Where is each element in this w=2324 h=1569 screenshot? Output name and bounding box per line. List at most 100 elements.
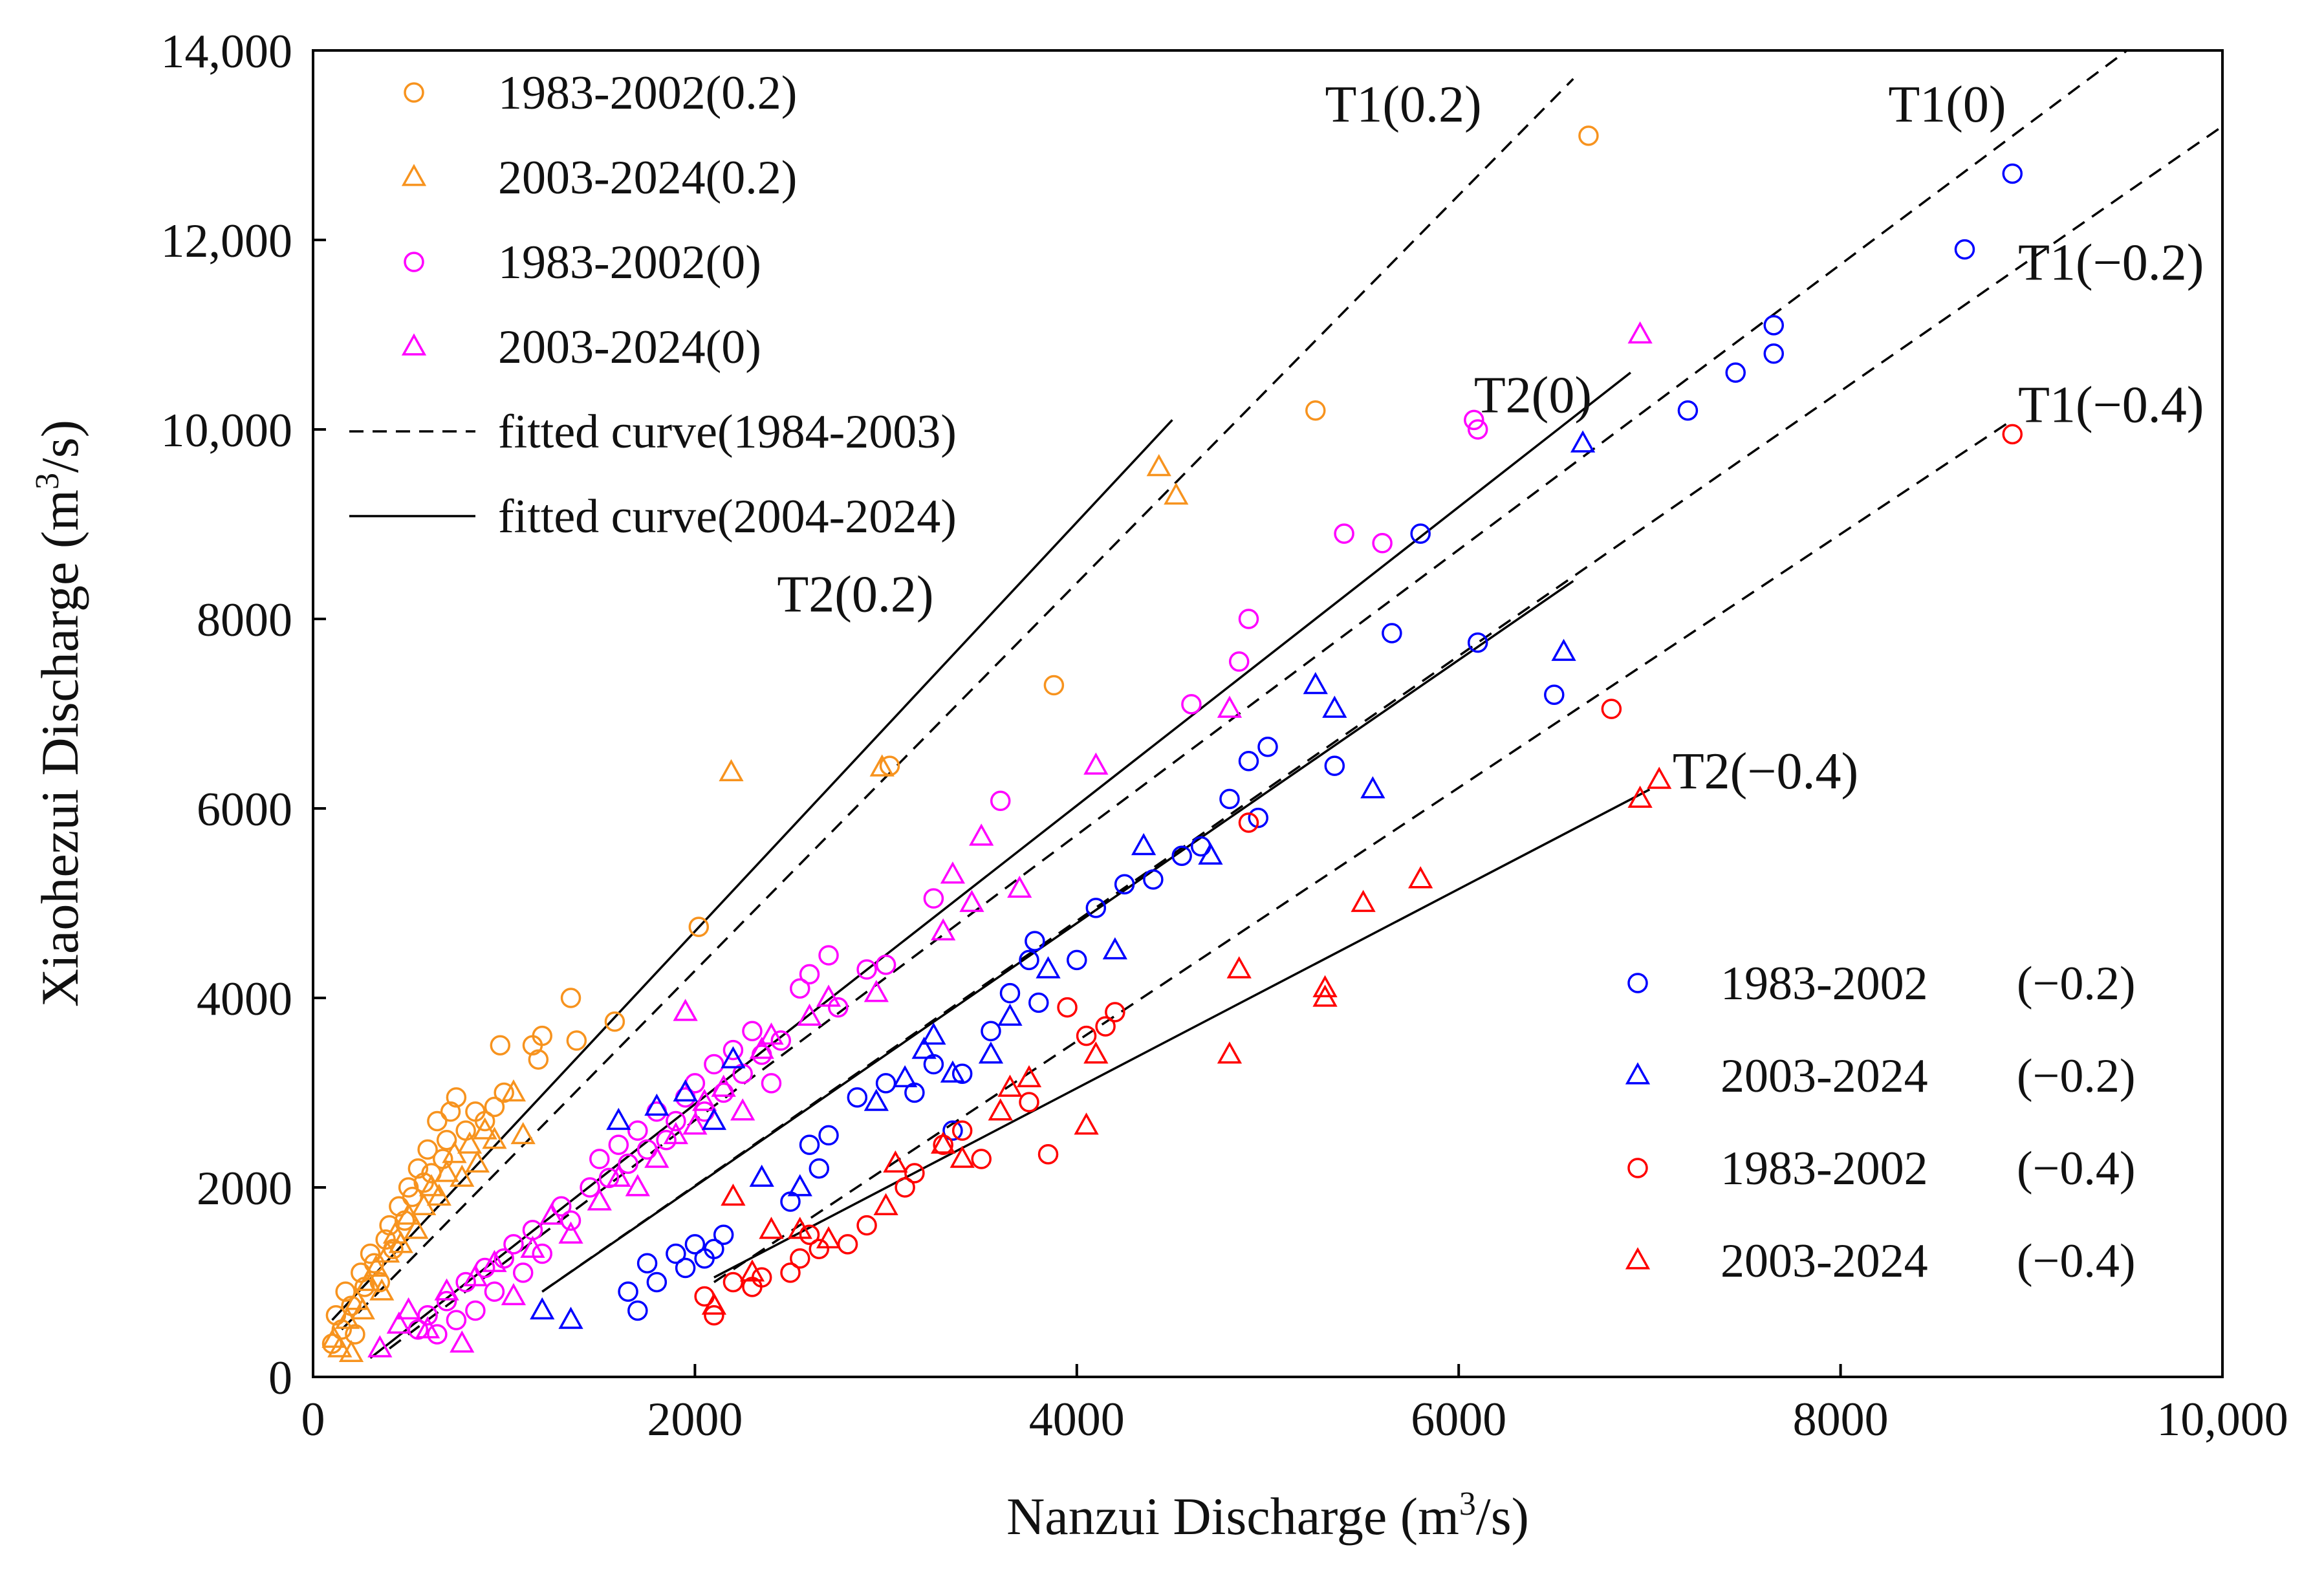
legend-marker-circle	[404, 252, 424, 272]
line-annotation: T2(0.2)	[777, 566, 933, 623]
data-point-series-3	[682, 1112, 708, 1135]
data-point-series-2	[1228, 651, 1250, 672]
data-point-series-5	[1551, 638, 1576, 661]
data-point-series-5	[530, 1297, 555, 1320]
data-point-series-0	[566, 1030, 587, 1051]
data-point-series-3	[367, 1335, 393, 1358]
data-point-series-2	[856, 959, 877, 980]
data-point-series-5	[644, 1093, 669, 1116]
data-point-series-2	[790, 978, 810, 999]
data-point-series-4	[1324, 755, 1345, 776]
data-point-series-4	[713, 1224, 734, 1245]
data-point-series-2	[512, 1262, 534, 1283]
data-point-series-4	[818, 1125, 839, 1146]
plot-frame	[312, 49, 2224, 1378]
data-point-series-7	[931, 1131, 956, 1154]
legend-label: 2003-2024(0)	[498, 321, 761, 374]
data-point-series-6	[722, 1271, 744, 1293]
data-point-series-0	[427, 1110, 448, 1132]
data-point-series-5	[749, 1164, 774, 1187]
data-point-series-3	[606, 1164, 631, 1187]
data-point-series-3	[969, 823, 994, 846]
data-point-series-3	[797, 1003, 822, 1026]
data-point-series-4	[951, 1063, 973, 1084]
data-point-series-0	[528, 1049, 549, 1070]
y-tick-label: 2000	[197, 1162, 292, 1215]
data-point-series-4	[1085, 898, 1107, 918]
data-point-series-2	[1181, 694, 1202, 715]
fitted-line-0	[341, 78, 1574, 1330]
data-point-series-6	[1238, 812, 1259, 833]
legend-label: 1983-2002(0)	[498, 236, 761, 289]
x-tick-label: 0	[301, 1393, 325, 1446]
data-point-series-4	[646, 1271, 668, 1293]
x-axis-label: Nanzui Discharge (m3/s)	[1006, 1486, 1529, 1546]
y-tick-label: 10,000	[161, 404, 293, 457]
legend-label: fitted curve(1984-2003)	[498, 406, 957, 459]
data-point-series-0	[417, 1139, 438, 1160]
data-point-series-1	[482, 1127, 507, 1149]
data-point-series-4	[2002, 163, 2023, 184]
y-tick-label: 14,000	[161, 25, 293, 78]
data-point-series-2	[618, 1153, 638, 1174]
data-point-series-3	[386, 1311, 411, 1334]
data-point-series-0	[402, 1186, 423, 1207]
data-point-series-0	[446, 1087, 467, 1108]
data-point-series-0	[369, 1271, 391, 1293]
legend-suffix: (−0.2)	[2017, 1050, 2136, 1103]
axis-ticks: 0 2000 4000 6000 8000 10,000 0 2000 4000 6000 8000…	[161, 25, 2288, 1446]
fitted-line-5	[541, 579, 1574, 1293]
data-point-series-3	[644, 1145, 669, 1168]
data-point-series-1	[364, 1254, 389, 1277]
data-point-series-7	[1217, 1041, 1243, 1064]
legend-label: 1983-2002	[1721, 957, 1928, 1010]
x-tick-label: 10,000	[2156, 1393, 2288, 1446]
data-point-series-5	[1036, 956, 1061, 979]
data-point-series-0	[364, 1253, 385, 1273]
data-point-series-7	[883, 1150, 908, 1173]
data-point-series-4	[942, 1120, 963, 1141]
data-point-series-2	[598, 1167, 620, 1189]
data-point-series-2	[770, 1030, 791, 1051]
data-point-series-3	[415, 1316, 440, 1339]
legend-label: 2003-2024	[1721, 1050, 1928, 1103]
data-point-series-6	[1057, 997, 1078, 1018]
data-point-series-2	[446, 1310, 467, 1330]
legend-marker-circle	[1627, 973, 1648, 993]
data-points	[321, 125, 2023, 1363]
data-point-series-3	[959, 889, 984, 913]
line-annotation: T1(0)	[1888, 76, 2006, 133]
data-point-series-2	[828, 997, 849, 1018]
data-point-series-1	[1164, 482, 1189, 505]
data-point-series-0	[474, 1110, 495, 1132]
legend-marker-triangle	[1625, 1247, 1651, 1270]
data-point-series-6	[951, 1120, 973, 1141]
data-point-series-4	[981, 1021, 1001, 1042]
data-point-series-1	[501, 1079, 527, 1102]
data-point-series-3	[759, 1023, 784, 1045]
data-point-series-5	[940, 1060, 966, 1083]
data-point-series-7	[701, 1292, 727, 1315]
line-annotation: T1(0.2)	[1325, 76, 1482, 133]
data-point-series-1	[338, 1339, 364, 1363]
data-point-series-6	[1095, 1016, 1116, 1037]
data-point-series-3	[663, 1121, 689, 1145]
data-point-series-2	[1467, 419, 1488, 440]
data-point-series-4	[847, 1087, 868, 1108]
data-point-series-2	[1464, 409, 1484, 431]
data-point-series-0	[398, 1177, 419, 1198]
data-point-series-4	[704, 1239, 724, 1259]
line-annotation: T1(−0.4)	[2018, 376, 2204, 433]
line-annotations: T1(0.2) T2(0.2) T1(0) T2(0) T1(−0.2) T1(−0.4)…	[777, 76, 2204, 800]
data-point-series-7	[721, 1184, 746, 1206]
fitted-line-3	[369, 371, 1631, 1359]
data-point-series-4	[1410, 523, 1431, 544]
data-point-series-4	[799, 1134, 820, 1155]
legend-label: 2003-2024	[1721, 1235, 1928, 1288]
data-point-series-2	[1372, 533, 1393, 554]
data-point-series-3	[931, 918, 956, 941]
data-point-series-2	[532, 1243, 552, 1264]
data-point-series-2	[627, 1120, 648, 1141]
data-point-series-6	[837, 1234, 858, 1255]
